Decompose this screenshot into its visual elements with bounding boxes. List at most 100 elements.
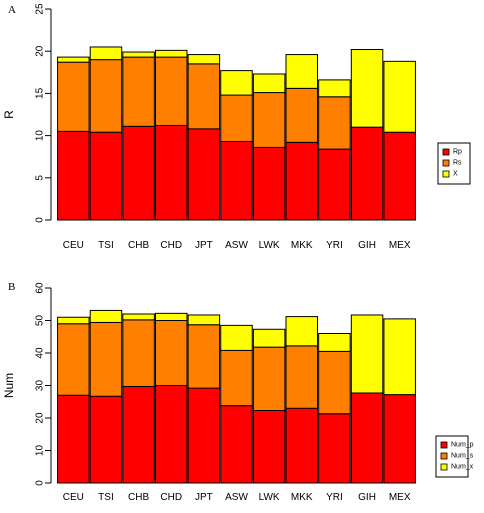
x-tick-label: CEU (63, 240, 84, 251)
bar-segment-rs (285, 87, 319, 143)
bar-segment-num-p (89, 395, 123, 484)
bar-segment-rp (187, 128, 221, 221)
bar-segment-rp (122, 125, 155, 221)
bar-segment-num-p (154, 385, 188, 484)
y-tick-label: 60 (35, 282, 46, 294)
bar-segment-rp (318, 148, 351, 221)
bar-segment-rp (252, 146, 286, 221)
bar-segment-rs (220, 94, 253, 143)
bar-segment-num-s (220, 349, 253, 407)
bar-segment-rs (318, 96, 351, 150)
legend-label: X (453, 171, 458, 178)
x-tick-label: JPT (195, 492, 213, 503)
bar-segment-num-p (318, 413, 351, 484)
legend-swatch (442, 159, 450, 167)
bar-segment-num-x (350, 314, 384, 394)
y-tick-label: 20 (35, 412, 46, 424)
chart-panel-b: B 0 10 20 30 40 50 60 Num CEU TSI CHB CHD JPT ASW LWK MK… (2, 281, 474, 503)
bar-segment-num-x (187, 314, 221, 326)
legend-swatch (440, 452, 448, 460)
bar-segment-num-x (154, 312, 188, 322)
y-tick-label: 30 (35, 380, 46, 392)
y-tick-label: 20 (35, 45, 46, 57)
y-tick-label: 40 (35, 347, 46, 359)
x-tick-label: ASW (225, 492, 248, 503)
panel-label: A (8, 4, 16, 16)
bar-segment-rs (57, 61, 90, 132)
x-tick-label: MEX (389, 492, 411, 503)
bar-segment-rp (57, 130, 90, 221)
x-tick-label: YRI (326, 240, 343, 251)
legend-label: Num_x (451, 464, 474, 471)
x-tick-label: LWK (259, 492, 280, 503)
legend-swatch (440, 441, 448, 449)
bar-segment-x (383, 60, 416, 133)
bar-segment-rp (89, 131, 123, 221)
bar-segment-rs (187, 63, 221, 130)
legend: Num_p Num_s Num_x (435, 435, 474, 478)
x-tick-label: TSI (98, 492, 114, 503)
x-tick-label: MKK (291, 492, 313, 503)
bar-segment-rs (252, 92, 286, 148)
bar-segment-num-x (285, 316, 319, 347)
bar-segment-rp (154, 124, 188, 221)
bar-segment-x (318, 79, 351, 98)
bar-segment-x (220, 70, 253, 96)
legend-label: Rp (453, 149, 462, 156)
x-tick-label: GIH (358, 492, 376, 503)
bar-segment-rs (89, 59, 123, 133)
x-tick-label: CHB (128, 240, 149, 251)
x-tick-label: GIH (358, 240, 376, 251)
bar-segment-x (57, 56, 90, 63)
bar-segment-num-p (383, 394, 416, 484)
legend-label: Num_s (451, 453, 474, 460)
x-tick-label: CEU (63, 492, 84, 503)
bar-segment-num-x (252, 328, 286, 348)
x-tick-label: CHD (160, 492, 182, 503)
y-tick-label: 25 (35, 3, 46, 15)
x-tick-label: LWK (259, 240, 280, 251)
legend-swatch (440, 463, 448, 471)
x-tick-label: YRI (326, 492, 343, 503)
panel-label: B (8, 281, 15, 293)
bar-segment-rs (154, 56, 188, 126)
x-tick-label: JPT (195, 240, 213, 251)
bar-segment-num-x (89, 309, 123, 323)
bar-segment-num-x (318, 333, 351, 352)
y-axis-label: R (2, 110, 16, 119)
bar-segment-rp (350, 126, 384, 221)
bar-segment-num-x (383, 318, 416, 396)
bar-segment-num-p (187, 387, 221, 484)
bar-segment-num-s (252, 346, 286, 412)
x-tick-label: CHB (128, 492, 149, 503)
bar-segment-x (285, 54, 319, 89)
bar-segment-num-p (220, 405, 253, 484)
y-axis-label: Num (2, 373, 16, 398)
bar-segment-num-s (285, 345, 319, 409)
x-tick-label: TSI (98, 240, 114, 251)
bar-segment-x (154, 49, 188, 58)
bar-segment-num-s (318, 350, 351, 415)
legend-swatch (442, 148, 450, 156)
bar-segment-x (122, 51, 155, 58)
legend-swatch (442, 170, 450, 178)
bar-segment-num-p (252, 410, 286, 484)
bar-segment-x (350, 49, 384, 128)
y-tick-label: 0 (35, 217, 46, 223)
y-tick-label: 50 (35, 315, 46, 327)
bar-segment-num-s (187, 324, 221, 389)
bar-segment-num-x (57, 316, 90, 325)
bar-segment-rp (383, 131, 416, 221)
y-tick-label: 0 (35, 480, 46, 486)
x-tick-label: ASW (225, 240, 248, 251)
x-tick-label: MEX (389, 240, 411, 251)
bar-segment-num-x (220, 324, 253, 351)
y-tick-label: 5 (35, 175, 46, 181)
bar-segment-num-s (122, 319, 155, 387)
legend-label: Num_p (451, 442, 474, 449)
bar-segment-rp (285, 141, 319, 221)
x-tick-label: CHD (160, 240, 182, 251)
bar-segment-rp (220, 141, 253, 221)
bar-segment-x (252, 73, 286, 94)
